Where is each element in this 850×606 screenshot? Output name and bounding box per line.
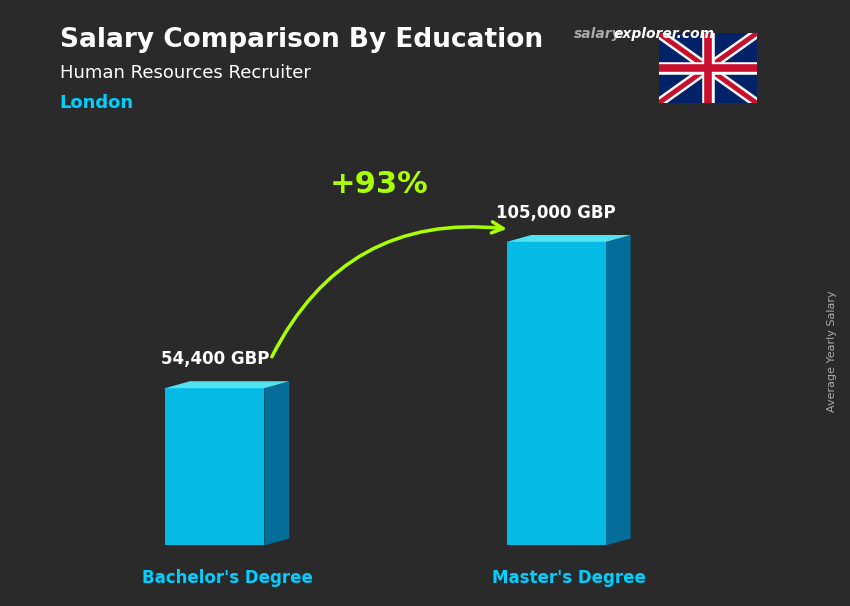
Text: Average Yearly Salary: Average Yearly Salary bbox=[827, 291, 837, 412]
Polygon shape bbox=[165, 388, 264, 545]
Polygon shape bbox=[165, 381, 289, 388]
Polygon shape bbox=[264, 381, 289, 545]
Polygon shape bbox=[507, 235, 631, 242]
Text: Master's Degree: Master's Degree bbox=[491, 568, 645, 587]
Polygon shape bbox=[606, 235, 631, 545]
Text: 105,000 GBP: 105,000 GBP bbox=[496, 204, 616, 222]
Text: London: London bbox=[60, 94, 133, 112]
Text: Bachelor's Degree: Bachelor's Degree bbox=[142, 568, 313, 587]
Polygon shape bbox=[659, 33, 756, 103]
Text: 54,400 GBP: 54,400 GBP bbox=[161, 350, 269, 368]
Text: Human Resources Recruiter: Human Resources Recruiter bbox=[60, 64, 310, 82]
Text: Salary Comparison By Education: Salary Comparison By Education bbox=[60, 27, 542, 53]
Text: +93%: +93% bbox=[330, 170, 428, 199]
Text: explorer.com: explorer.com bbox=[614, 27, 715, 41]
Polygon shape bbox=[507, 242, 606, 545]
Text: salary: salary bbox=[574, 27, 621, 41]
